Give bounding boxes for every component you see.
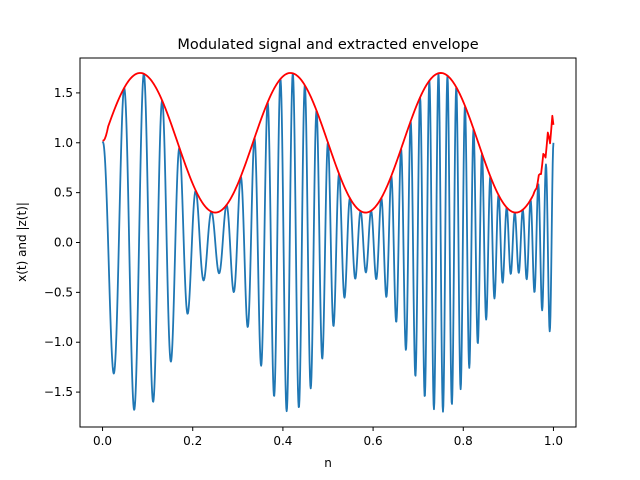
x-axis-label: n xyxy=(324,456,332,470)
y-axis-label: x(t) and |z(t)| xyxy=(15,202,29,282)
x-tick-label: 0.2 xyxy=(183,434,202,448)
chart-title: Modulated signal and extracted envelope xyxy=(177,37,478,53)
x-tick-label: 0.0 xyxy=(93,434,112,448)
y-tick-label: −1.0 xyxy=(44,335,73,349)
x-tick-label: 0.6 xyxy=(364,434,383,448)
y-tick-label: 1.5 xyxy=(54,86,73,100)
y-tick-label: −0.5 xyxy=(44,285,73,299)
x-tick-label: 1.0 xyxy=(544,434,563,448)
x-tick-label: 0.4 xyxy=(273,434,292,448)
y-tick-label: 1.0 xyxy=(54,136,73,150)
y-tick-label: −1.5 xyxy=(44,385,73,399)
y-tick-label: 0.0 xyxy=(54,236,73,250)
x-tick-label: 0.8 xyxy=(454,434,473,448)
envelope-series-line xyxy=(102,72,555,214)
y-tick-label: 0.5 xyxy=(54,186,73,200)
